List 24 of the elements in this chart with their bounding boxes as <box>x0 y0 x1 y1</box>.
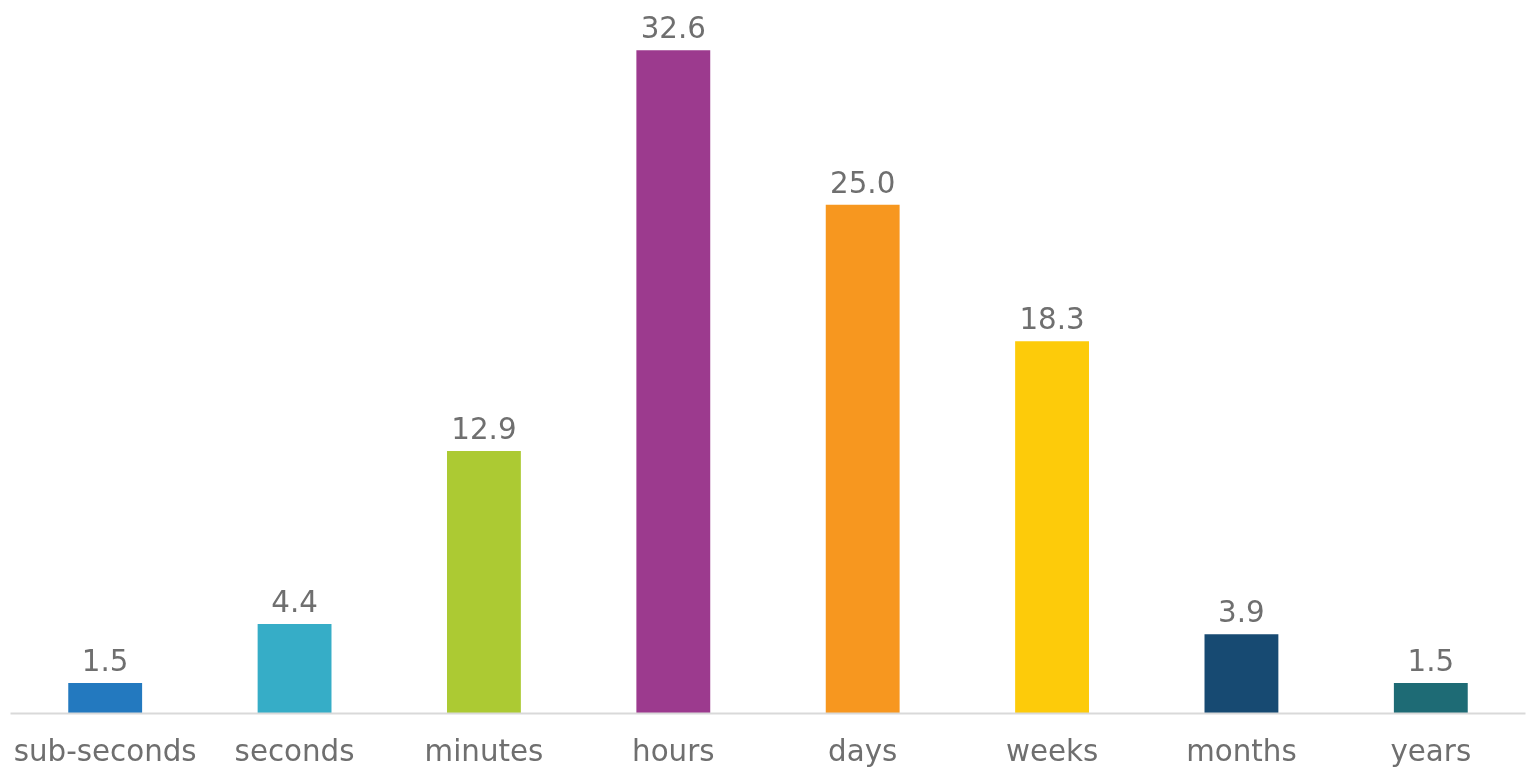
bar <box>257 623 332 714</box>
x-tick-label: years <box>1390 733 1472 768</box>
bar <box>1015 341 1089 714</box>
x-tick-label: seconds <box>234 733 355 768</box>
data-label: 18.3 <box>1019 302 1085 337</box>
x-tick-label: hours <box>632 733 715 768</box>
x-tick-label: minutes <box>424 733 544 768</box>
bar <box>636 50 711 714</box>
data-label: 1.5 <box>81 643 129 678</box>
x-tick-label: weeks <box>1005 733 1099 768</box>
data-label: 12.9 <box>451 412 517 447</box>
x-tick-label: sub-seconds <box>13 733 197 768</box>
bar <box>825 204 900 714</box>
data-label: 1.5 <box>1407 643 1455 678</box>
data-label: 3.9 <box>1218 595 1265 630</box>
data-label: 4.4 <box>271 584 318 619</box>
bar <box>1204 634 1279 714</box>
bar <box>68 682 143 714</box>
data-label: 25.0 <box>830 165 896 200</box>
data-label: 32.6 <box>640 11 706 46</box>
x-tick-label: days <box>828 733 898 768</box>
x-tick-label: months <box>1186 733 1297 768</box>
bar <box>1393 682 1468 714</box>
bar <box>447 451 521 714</box>
